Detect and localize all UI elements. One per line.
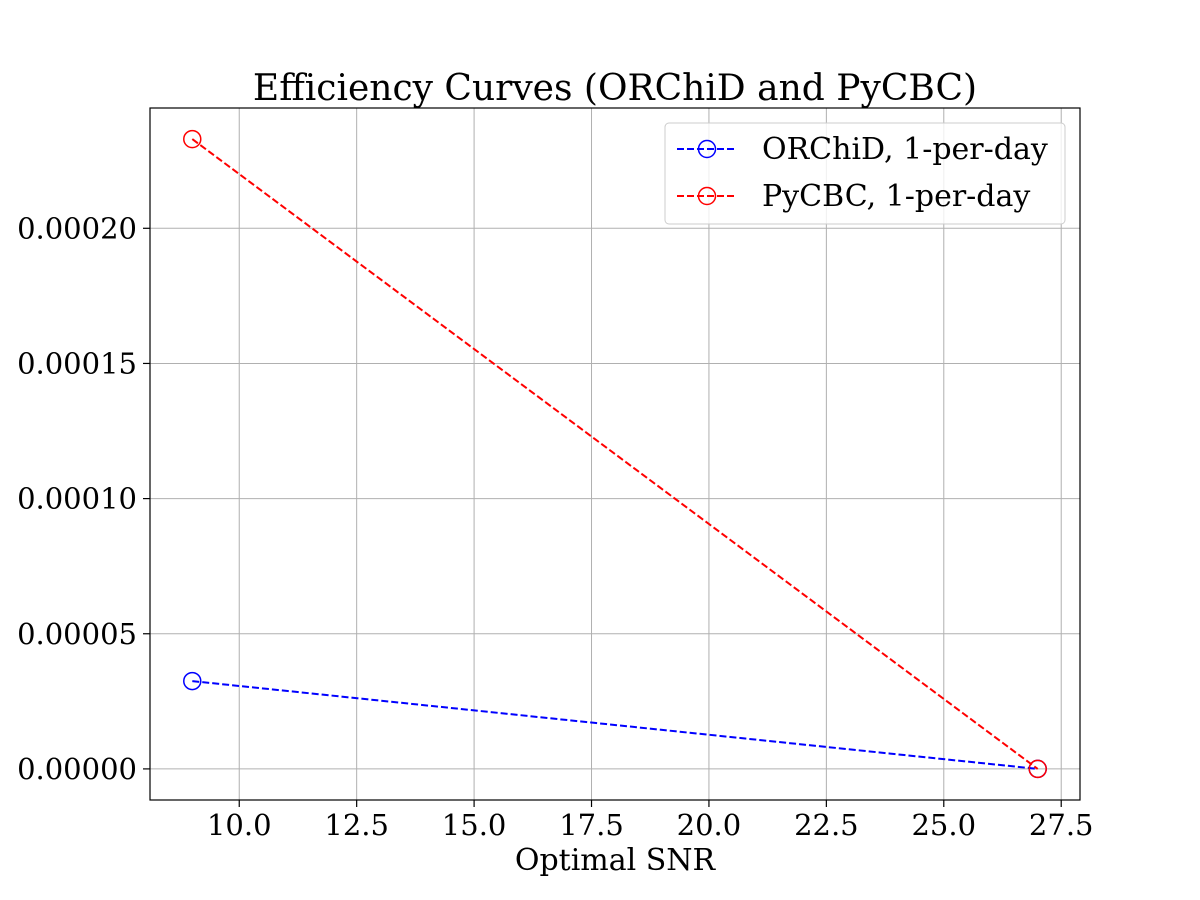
x-tick-label: 15.0 [442, 808, 507, 842]
data-point [183, 671, 202, 691]
x-tick-label: 22.5 [794, 808, 859, 842]
legend-entry: PyCBC, 1-per-day [677, 179, 1030, 214]
legend-marker [697, 186, 717, 206]
chart-title: Efficiency Curves (ORChiD and PyCBC) [253, 68, 977, 109]
legend-label: PyCBC, 1-per-day [762, 179, 1030, 214]
legend-entry: ORChiD, 1-per-day [677, 132, 1048, 167]
x-tick-label: 20.0 [677, 808, 742, 842]
legend-box [664, 122, 1066, 225]
y-tick-label: 0.00015 [17, 346, 137, 380]
legend: ORChiD, 1-per-day PyCBC, 1-per-day [664, 122, 1066, 225]
x-tick-label: 12.5 [324, 808, 389, 842]
x-tick-label: 17.5 [559, 808, 624, 842]
data-point [1028, 759, 1047, 779]
y-axis: 0.00000 0.00005 0.00010 0.00015 0.00020 [17, 211, 150, 786]
y-tick-label: 0.00010 [17, 482, 137, 516]
x-tick-label: 25.0 [911, 808, 976, 842]
x-axis-label: Optimal SNR [515, 843, 717, 878]
y-tick-label: 0.00020 [17, 211, 137, 245]
legend-marker [697, 139, 717, 159]
legend-label: ORChiD, 1-per-day [762, 132, 1048, 167]
series-line [191, 138, 1039, 770]
data-point [183, 129, 202, 149]
x-axis: 10.0 12.5 15.0 17.5 20.0 22.5 25.0 27.5 [207, 800, 1094, 842]
series-layer [183, 129, 1047, 779]
y-tick-label: 0.00005 [17, 617, 137, 651]
x-tick-label: 10.0 [207, 808, 272, 842]
series-1 [183, 129, 1047, 779]
plot-frame [149, 107, 1081, 801]
y-tick-label: 0.00000 [17, 752, 137, 786]
x-tick-label: 27.5 [1029, 808, 1094, 842]
series-line [192, 680, 1038, 770]
